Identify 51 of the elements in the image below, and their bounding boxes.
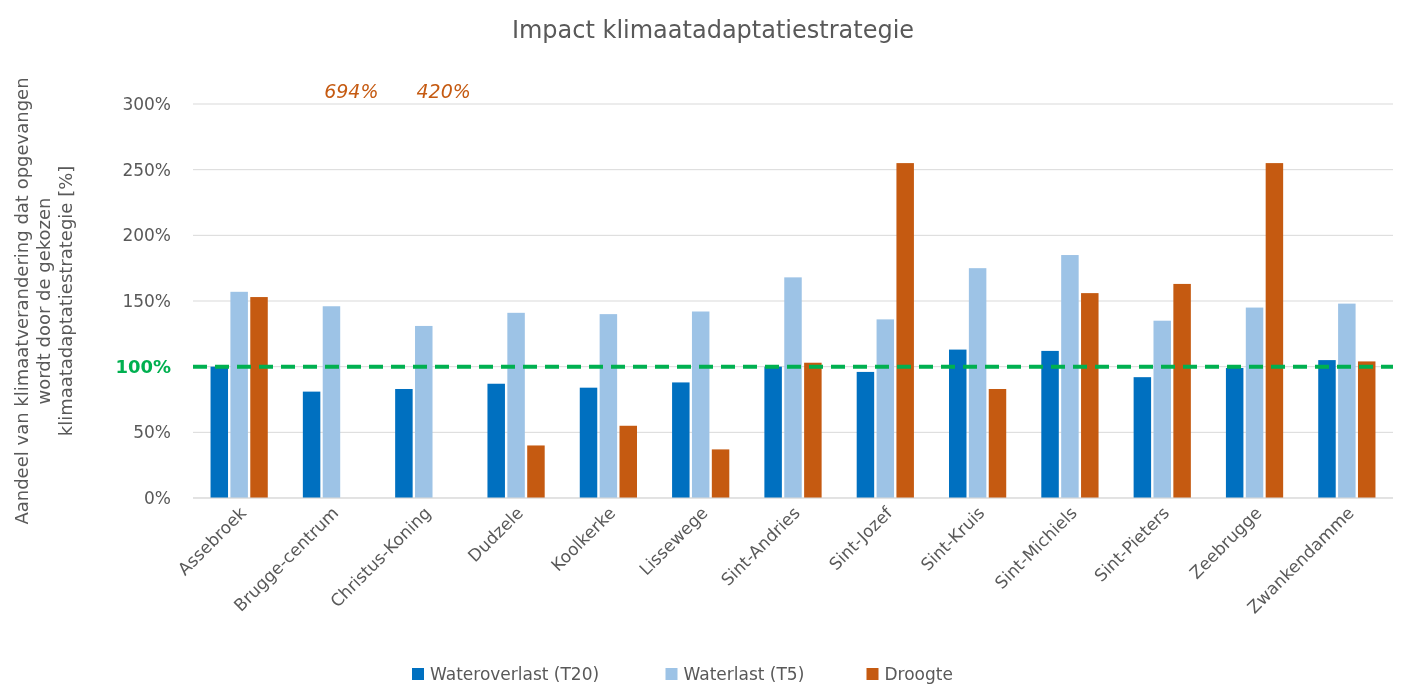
bar (487, 383, 505, 498)
bar (1245, 307, 1264, 498)
bar (1081, 293, 1099, 498)
bar (856, 371, 875, 498)
legend-label: Wateroverlast (T20) (430, 664, 600, 684)
bar (302, 391, 321, 498)
bar (415, 325, 433, 498)
bar (527, 445, 545, 498)
bar (968, 268, 987, 498)
bar (1173, 283, 1191, 498)
text: 694% (324, 80, 379, 102)
bar (230, 291, 248, 498)
bar (1357, 361, 1376, 498)
bar (876, 319, 895, 498)
bar (764, 366, 782, 498)
y-tick-label: 300% (122, 94, 171, 114)
bar (579, 387, 598, 498)
bar (1265, 163, 1284, 498)
y-tick-label: 250% (122, 159, 171, 180)
bar (1338, 303, 1356, 498)
y-tick-label: 50% (133, 422, 171, 443)
bar (1061, 255, 1079, 498)
bar (672, 382, 690, 498)
bar (250, 297, 268, 498)
y-tick-label: 200% (122, 225, 171, 246)
chart-title: Impact klimaatadaptatiestrategie (511, 16, 915, 44)
bar (1153, 320, 1171, 498)
legend-label: Waterlast (T5) (683, 664, 805, 684)
y-tick-label: 0% (144, 488, 171, 508)
bar (784, 277, 802, 498)
bar (210, 366, 229, 498)
bar (896, 163, 914, 498)
bar (691, 311, 710, 498)
bar (988, 388, 1007, 498)
legend-label: Droogte (884, 664, 953, 684)
bar (804, 362, 822, 498)
bar (711, 449, 730, 498)
bar (395, 388, 413, 498)
bar (599, 314, 618, 498)
bar (1133, 377, 1152, 498)
y-axis-title: Aandeel van klimaatverandering dat opgevangen wordt door de gekozen klimaatadaptatiestrategie [%] (11, 77, 76, 525)
text: 420% (416, 80, 471, 102)
ref-line-label: 100% (115, 355, 171, 377)
bar (1041, 350, 1059, 498)
bar (322, 306, 341, 498)
y-tick-label: 150% (122, 291, 171, 311)
bar (507, 312, 525, 498)
bar (1318, 360, 1336, 498)
bar (619, 425, 637, 498)
bar (1225, 367, 1244, 498)
bar (949, 349, 967, 498)
